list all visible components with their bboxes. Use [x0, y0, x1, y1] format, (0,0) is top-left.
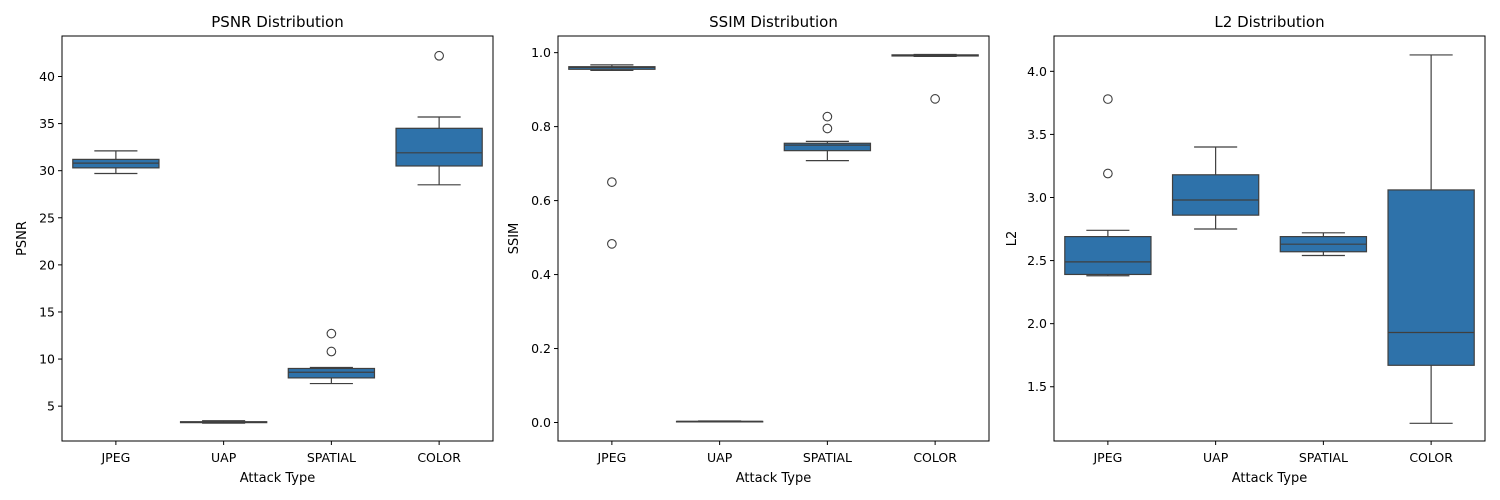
outlier-point	[326, 346, 337, 357]
l2-chart-title: L2 Distribution	[1214, 13, 1324, 31]
ssim-box-color	[891, 53, 979, 104]
iqr-box	[783, 142, 872, 152]
l2-x-axis-label: Attack Type	[1232, 471, 1308, 486]
l2-panel: L2 Distribution Attack Type L2 1.5 2.0 2.5…	[1005, 13, 1486, 486]
iqr-box	[287, 367, 376, 379]
psnr-y-tick-label: 35	[39, 116, 55, 131]
psnr-box-uap	[179, 420, 268, 424]
l2-box-jpeg	[1064, 94, 1152, 277]
psnr-boxes	[72, 50, 483, 424]
l2-x-tick-label: COLOR	[1409, 450, 1453, 465]
psnr-y-tick-label: 5	[47, 399, 55, 414]
outlier-point	[930, 94, 940, 104]
iqr-box	[1387, 189, 1475, 366]
l2-boxes	[1064, 54, 1475, 424]
outlier-point	[1103, 94, 1113, 104]
ssim-boxes	[568, 53, 979, 423]
ssim-y-tick-label: 0.6	[531, 193, 551, 208]
psnr-x-tick-label: COLOR	[417, 450, 461, 465]
outlier-point	[434, 50, 444, 61]
l2-y-tick-label: 1.5	[1027, 379, 1047, 394]
psnr-x-tick-label: JPEG	[100, 450, 130, 465]
psnr-y-tick-label: 10	[39, 352, 55, 367]
psnr-box-color	[395, 50, 483, 186]
psnr-x-ticks: JPEG UAP SPATIAL COLOR	[100, 441, 461, 465]
ssim-y-axis-label: SSIM	[507, 223, 522, 255]
outlier-point	[1103, 168, 1113, 179]
psnr-x-axis-label: Attack Type	[240, 471, 316, 486]
ssim-y-ticks: 0.0 0.2 0.4 0.6 0.8 1.0	[531, 45, 558, 430]
outlier-point	[822, 111, 833, 122]
ssim-box-uap	[675, 420, 764, 423]
psnr-x-tick-label: UAP	[211, 450, 237, 465]
ssim-x-tick-label: COLOR	[913, 450, 957, 465]
psnr-y-ticks: 5 10 15 20 25 30 35 40	[39, 69, 62, 414]
outlier-point	[326, 328, 337, 339]
psnr-plot-frame	[61, 35, 494, 442]
psnr-box-spatial	[287, 328, 376, 385]
psnr-chart-title: PSNR Distribution	[211, 13, 344, 31]
ssim-box-jpeg	[568, 64, 656, 249]
ssim-x-tick-label: JPEG	[596, 450, 626, 465]
ssim-y-tick-label: 0.8	[531, 119, 551, 134]
ssim-plot-frame	[557, 35, 990, 442]
l2-box-uap	[1171, 146, 1260, 230]
iqr-box	[395, 127, 483, 167]
l2-box-color	[1387, 54, 1475, 424]
outlier-point	[607, 239, 617, 249]
psnr-y-axis-label: PSNR	[15, 221, 30, 256]
l2-x-tick-label: SPATIAL	[1299, 450, 1348, 465]
ssim-x-axis-label: Attack Type	[736, 471, 812, 486]
l2-y-tick-label: 2.5	[1027, 253, 1047, 268]
ssim-x-tick-label: SPATIAL	[803, 450, 852, 465]
outlier-point	[607, 177, 617, 187]
psnr-y-tick-label: 15	[39, 304, 55, 319]
ssim-y-tick-label: 0.2	[531, 341, 551, 356]
ssim-y-tick-label: 0.0	[531, 415, 551, 430]
psnr-y-tick-label: 30	[39, 163, 55, 178]
psnr-x-tick-label: SPATIAL	[307, 450, 356, 465]
ssim-box-spatial	[783, 111, 872, 162]
l2-x-tick-label: UAP	[1203, 450, 1229, 465]
ssim-chart-title: SSIM Distribution	[709, 13, 838, 31]
l2-x-ticks: JPEG UAP SPATIAL COLOR	[1092, 441, 1453, 465]
ssim-y-tick-label: 0.4	[531, 267, 551, 282]
l2-y-tick-label: 3.5	[1027, 127, 1047, 142]
psnr-y-tick-label: 25	[39, 210, 55, 225]
ssim-x-tick-label: UAP	[707, 450, 733, 465]
ssim-y-tick-label: 1.0	[531, 45, 551, 60]
psnr-panel: PSNR Distribution Attack Type PSNR 5 10 15…	[15, 13, 494, 486]
iqr-box	[1171, 174, 1260, 216]
l2-y-tick-label: 4.0	[1027, 64, 1047, 79]
psnr-y-tick-label: 20	[39, 257, 55, 272]
l2-plot-frame	[1053, 35, 1486, 442]
l2-y-tick-label: 2.0	[1027, 316, 1047, 331]
iqr-box	[1064, 236, 1152, 276]
l2-y-ticks: 1.5 2.0 2.5 3.0 3.5 4.0	[1027, 64, 1054, 394]
l2-box-spatial	[1279, 232, 1368, 257]
outlier-point	[822, 123, 833, 134]
psnr-box-jpeg	[72, 150, 160, 175]
l2-x-tick-label: JPEG	[1092, 450, 1122, 465]
l2-y-axis-label: L2	[1005, 231, 1020, 247]
ssim-x-ticks: JPEG UAP SPATIAL COLOR	[596, 441, 957, 465]
psnr-y-tick-label: 40	[39, 69, 55, 84]
ssim-panel: SSIM Distribution Attack Type SSIM 0.00.…	[507, 13, 990, 486]
l2-y-tick-label: 3.0	[1027, 190, 1047, 205]
